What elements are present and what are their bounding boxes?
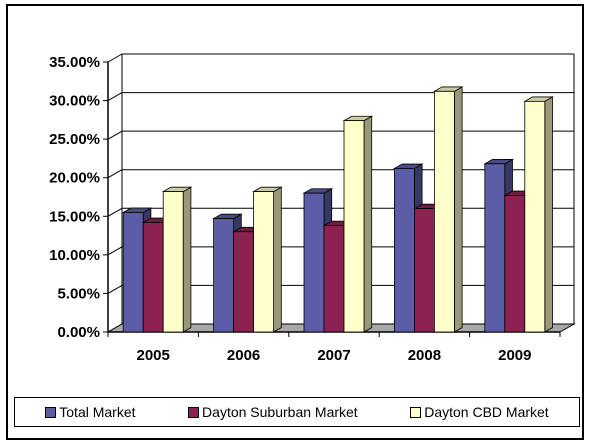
- gridline-depth: [107, 246, 123, 256]
- legend-label-dayton-cbd-market: Dayton CBD Market: [424, 404, 549, 420]
- bar: [393, 168, 415, 333]
- bar: [323, 225, 345, 333]
- y-tick-label: 35.00%: [49, 54, 100, 71]
- x-tick-label: 2007: [317, 347, 350, 364]
- bar: [484, 163, 506, 333]
- bar: [253, 191, 275, 333]
- y-tick-label: 20.00%: [49, 170, 100, 187]
- bar: [524, 100, 546, 333]
- y-tick-label: 5.00%: [57, 285, 100, 302]
- bar: [142, 222, 164, 333]
- bar-side: [273, 186, 282, 333]
- gridline-depth: [107, 207, 123, 217]
- bar-side: [182, 186, 192, 333]
- y-tick-label: 15.00%: [49, 208, 100, 225]
- y-tick-label: 10.00%: [49, 247, 100, 264]
- legend-swatch-total-market: [45, 406, 57, 418]
- bar: [303, 192, 325, 333]
- legend-label-dayton-suburban-market: Dayton Suburban Market: [202, 404, 358, 420]
- gridline-depth: [107, 92, 123, 102]
- legend-swatch-dayton-suburban-market: [188, 406, 200, 418]
- legend-item-dayton-cbd-market: Dayton CBD Market: [410, 404, 549, 420]
- y-tick-label: 30.00%: [49, 93, 100, 110]
- y-tick-label: 0.00%: [57, 324, 100, 341]
- legend-item-dayton-suburban-market: Dayton Suburban Market: [188, 404, 358, 420]
- bar: [122, 212, 144, 333]
- x-tick-label: 2006: [227, 347, 260, 364]
- legend-swatch-dayton-cbd-market: [410, 406, 422, 418]
- bar: [504, 195, 526, 333]
- legend: Total Market Dayton Suburban Market Dayt…: [14, 397, 580, 427]
- bar: [413, 208, 435, 333]
- bar: [213, 218, 235, 333]
- bar-side: [544, 96, 553, 333]
- x-tick-label: 2008: [408, 347, 441, 364]
- bar: [343, 120, 365, 333]
- gridline-depth: [107, 130, 123, 140]
- x-tick-label: 2009: [498, 347, 531, 364]
- legend-item-total-market: Total Market: [45, 404, 136, 420]
- bar: [162, 191, 184, 333]
- bar-side: [453, 86, 463, 333]
- y-tick-label: 25.00%: [49, 131, 100, 148]
- x-tick-label: 2005: [137, 347, 170, 364]
- legend-label-total-market: Total Market: [59, 404, 136, 420]
- gridline-depth: [107, 284, 123, 294]
- bar: [233, 231, 255, 333]
- bar-side: [363, 115, 373, 333]
- bar: [433, 90, 455, 333]
- gridline-depth: [107, 169, 123, 179]
- gridline-depth: [107, 53, 123, 63]
